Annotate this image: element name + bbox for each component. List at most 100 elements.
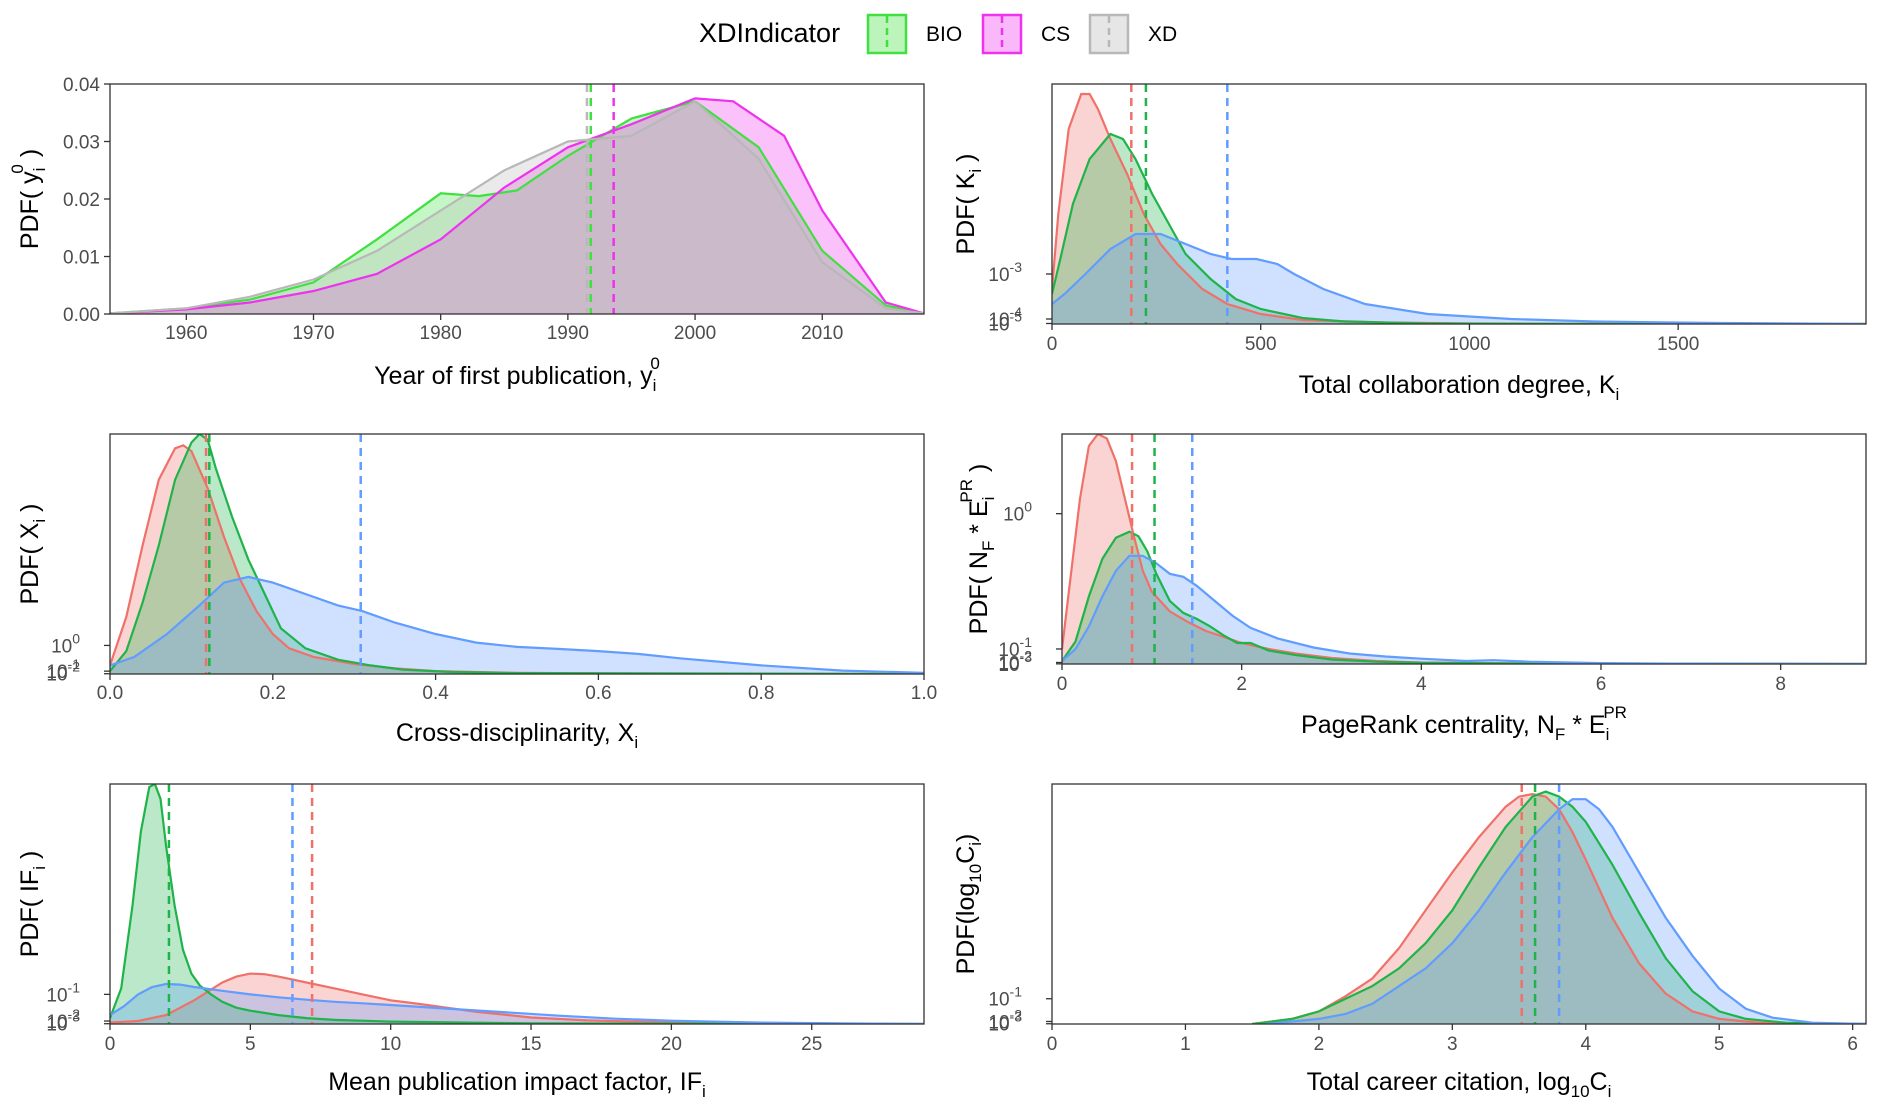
panel-border: [1051, 83, 1867, 325]
density-line-blue: [110, 575, 924, 674]
x-tick-label: 1990: [547, 323, 589, 344]
x-tick-label: 5: [245, 1034, 256, 1055]
x-tick-label: 0.4: [422, 683, 449, 704]
density-line-green: [1252, 790, 1866, 1024]
y-tick-label: 0.02: [63, 190, 100, 211]
x-tick-label: 5: [1714, 1034, 1725, 1055]
density-area-blue: [1052, 234, 1866, 324]
density-line-XD: [110, 99, 924, 314]
x-tick-label: 0.8: [748, 683, 774, 704]
x-tick-label: 1970: [292, 323, 334, 344]
density-area-red: [110, 973, 924, 1024]
density-line-red: [1252, 792, 1866, 1024]
density-line-blue: [1265, 798, 1866, 1024]
panel-border: [1061, 433, 1867, 665]
plot-layer: [110, 84, 924, 314]
y-tick-label: 10-2: [998, 647, 1032, 674]
y-tick-label: 10-3: [46, 1009, 80, 1036]
density-line-green: [1062, 530, 1866, 664]
y-axis-title: PDF(log10Ci): [952, 834, 985, 975]
panel-border: [109, 783, 925, 1025]
y-tick-label: 10-3: [988, 259, 1022, 286]
x-tick-label: 1: [1180, 1034, 1191, 1055]
x-tick-label: 0.0: [97, 683, 123, 704]
plot-layer: [110, 784, 924, 1024]
x-tick-label: 500: [1245, 334, 1277, 355]
x-tick-label: 0.2: [260, 683, 286, 704]
panel-year: 1960 1970 1980 1990 2000 2010 0.00 0.01 0.02 0.03…: [8, 75, 925, 395]
density-area-red: [110, 445, 924, 674]
density-area-red: [1062, 434, 1866, 664]
x-axis-title: Total collaboration degree, Ki: [1299, 371, 1620, 404]
legend-label-xd: XD: [1148, 23, 1177, 46]
legend-label-bio: BIO: [926, 23, 962, 46]
y-tick-label: 0.03: [63, 133, 100, 154]
density-area-green: [1052, 134, 1866, 324]
x-tick-label: 0: [1057, 674, 1068, 695]
density-area-green: [110, 784, 924, 1024]
density-area-blue: [1265, 799, 1866, 1024]
x-tick-label: 3: [1447, 1034, 1458, 1055]
panel-border: [109, 433, 925, 675]
x-tick-label: 2: [1314, 1034, 1325, 1055]
x-tick-label: 6: [1847, 1034, 1858, 1055]
y-tick-label: 100: [51, 630, 80, 657]
y-tick-label: 10-1: [46, 979, 80, 1006]
panel-citation: 0 1 2 3 4 5 6 10-310-210-1 Total career citation…: [952, 783, 1867, 1101]
x-axis-title: Cross-disciplinarity, Xi: [396, 719, 638, 752]
x-tick-label: 0.6: [585, 683, 611, 704]
x-axis-title: PageRank centrality, NF * EiPR: [1301, 703, 1627, 744]
x-tick-label: 10: [380, 1034, 401, 1055]
x-tick-label: 4: [1416, 674, 1427, 695]
x-axis-title: Mean publication impact factor, IFi: [328, 1068, 706, 1101]
y-tick-label: 10-5: [988, 309, 1022, 336]
density-line-blue: [1052, 232, 1866, 324]
x-tick-label: 1500: [1657, 334, 1699, 355]
y-tick-label: 0.04: [63, 75, 100, 96]
x-tick-label: 1980: [420, 323, 462, 344]
density-area-red: [1052, 94, 1866, 324]
x-axis-title: Total career citation, log10Ci: [1307, 1068, 1612, 1101]
density-line-CS: [110, 97, 924, 314]
x-tick-label: 0: [1047, 334, 1058, 355]
x-tick-label: 20: [661, 1034, 682, 1055]
x-tick-label: 4: [1580, 1034, 1591, 1055]
x-tick-label: 6: [1596, 674, 1607, 695]
y-tick-label: 10-4: [988, 304, 1022, 331]
y-tick-label: 10-2: [46, 659, 80, 686]
plot-layer: [1052, 84, 1866, 324]
density-area-blue: [110, 984, 924, 1024]
y-tick-label: 10-3: [988, 1009, 1022, 1036]
x-axis-title: Year of first publication, yi0: [374, 354, 660, 395]
panel-impact: 0 5 10 15 20 25 10-310-210-1 Mean publication i…: [16, 783, 925, 1101]
x-tick-label: 1000: [1448, 334, 1490, 355]
density-area-XD: [110, 101, 924, 314]
y-axis-title: PDF( Ki ): [952, 153, 985, 254]
y-axis-title: PDF( NF * EiPR ): [957, 464, 998, 635]
density-area-BIO: [110, 101, 924, 314]
panel-border: [1051, 783, 1867, 1025]
plot-area: [110, 84, 924, 314]
density-line-red: [1062, 434, 1866, 664]
x-tick-label: 0: [1047, 1034, 1058, 1055]
plot-area: [1052, 784, 1866, 1024]
y-axis-title: PDF( yi0 ): [8, 149, 49, 249]
x-tick-label: 0: [105, 1034, 116, 1055]
x-tick-label: 25: [801, 1034, 822, 1055]
density-area-green: [1252, 791, 1866, 1024]
x-tick-label: 2010: [801, 323, 843, 344]
y-tick-label: 10-1: [998, 634, 1032, 661]
plot-layer: [1252, 784, 1866, 1024]
density-line-green: [110, 784, 924, 1024]
plot-area: [1052, 84, 1866, 324]
density-area-red: [1252, 794, 1866, 1024]
panel-collab: 0 500 1000 1500 10-510-4 10-3 Total collaborat…: [952, 83, 1867, 404]
density-area-blue: [110, 576, 924, 674]
y-tick-label: 10-1: [988, 984, 1022, 1011]
x-tick-label: 8: [1775, 674, 1786, 695]
y-tick-label: 10-1: [46, 656, 80, 683]
y-tick-label: 10-2: [46, 1006, 80, 1033]
plot-layer: [110, 434, 924, 674]
x-tick-label: 2: [1236, 674, 1247, 695]
